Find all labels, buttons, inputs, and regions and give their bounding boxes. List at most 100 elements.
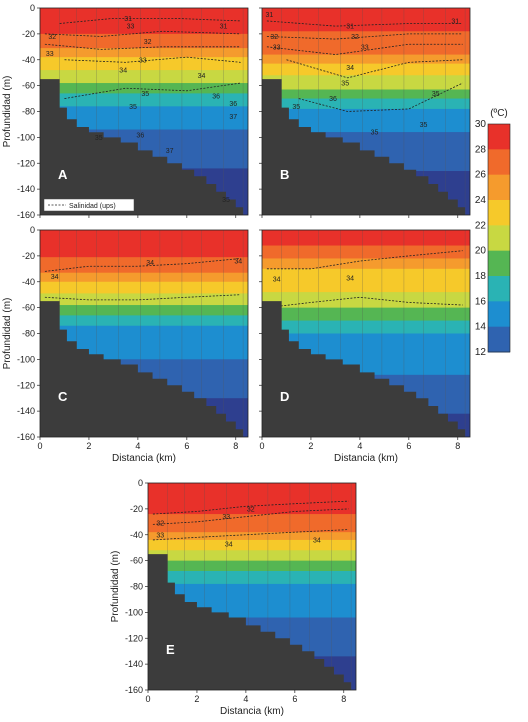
salinity-contour-32 <box>152 500 349 515</box>
x-tick-label: 6 <box>292 694 297 704</box>
colorbar-swatch <box>488 124 510 150</box>
contour-label: 32 <box>247 506 255 513</box>
salinity-contour-33 <box>44 43 241 50</box>
y-axis-label: Profundidad (m) <box>2 298 13 370</box>
y-tick-label: -40 <box>22 277 35 287</box>
contour-label: 35 <box>141 91 149 98</box>
colorbar-title: (ºC) <box>490 108 508 119</box>
contour-label: 34 <box>313 537 321 544</box>
salinity-contour-31 <box>59 17 241 24</box>
contour-label: 36 <box>212 93 220 100</box>
y-tick-label: -80 <box>22 107 35 117</box>
x-tick-label: 4 <box>243 694 248 704</box>
contour-label: 34 <box>225 541 233 548</box>
panel-body: 34 34 34 <box>40 230 248 437</box>
contour-label: 33 <box>139 57 147 64</box>
colorbar-tick-label: 22 <box>475 220 487 231</box>
colorbar-tick-label: 24 <box>475 195 487 206</box>
colorbar-tick-label: 14 <box>475 322 487 333</box>
colorbar-swatch <box>488 200 510 226</box>
salinity-contour-35 <box>298 82 463 112</box>
y-tick-label: -120 <box>125 633 143 643</box>
y-tick-label: -20 <box>22 29 35 39</box>
bathymetry <box>262 301 470 437</box>
salinity-contour-34 <box>44 258 241 272</box>
colorbar-tick-label: 12 <box>475 347 487 358</box>
contour-label: 33 <box>46 51 54 58</box>
colorbar-swatch <box>488 149 510 176</box>
colorbar-tick-label: 20 <box>475 246 487 257</box>
colorbar-swatch <box>488 250 510 277</box>
y-tick-label: -40 <box>22 55 35 65</box>
x-axis-label: Distancia (km) <box>334 453 398 464</box>
contour-label: 34 <box>346 275 354 282</box>
x-tick-label: 2 <box>86 441 91 451</box>
colorbar-swatch <box>488 174 510 201</box>
panel-letter: A <box>58 167 68 182</box>
colorbar-frame <box>487 123 511 353</box>
panel-body: 32 33 32 33 34 34 <box>148 483 356 690</box>
colorbar-swatch <box>488 326 510 353</box>
salinity-contour-35 <box>64 82 241 99</box>
y-tick-label: -40 <box>130 530 143 540</box>
y-axis-label: Profundidad (m) <box>2 76 13 148</box>
panel-letter: E <box>166 642 175 657</box>
panel-e: 32 33 32 33 34 34 0 -20 -40 -60 -80 -100 -120 -140 -16… <box>110 478 357 717</box>
salinity-contour-31 <box>266 20 463 27</box>
panel-letter: B <box>280 167 289 182</box>
x-tick-label: 2 <box>194 694 199 704</box>
contour-label: 33 <box>222 514 230 521</box>
contour-label: 35 <box>432 91 440 98</box>
bathymetry <box>148 554 356 690</box>
y-tick-label: -140 <box>17 406 35 416</box>
y-tick-label: -20 <box>22 251 35 261</box>
contour-label: 35 <box>371 130 379 137</box>
x-tick-label: 0 <box>259 441 264 451</box>
panel-letter: D <box>280 389 289 404</box>
contour-label: 32 <box>351 34 359 41</box>
salinity-contour-34 <box>286 59 463 79</box>
x-tick-label: 4 <box>135 441 140 451</box>
x-tick-label: 6 <box>406 441 411 451</box>
y-tick-label: 0 <box>138 478 143 488</box>
panel-letter: C <box>58 389 68 404</box>
panel-body: 34 34 <box>262 230 470 437</box>
bathymetry <box>40 79 248 215</box>
bathymetry <box>40 301 248 437</box>
contour-label: 32 <box>156 521 164 528</box>
contour-label: 34 <box>273 277 281 284</box>
colorbar-swatch <box>488 276 510 302</box>
contour-label: 34 <box>346 65 354 72</box>
contour-label: 36 <box>229 101 237 108</box>
contour-label: 31 <box>220 24 228 31</box>
colorbar-tick-label: 28 <box>475 144 487 155</box>
y-tick-label: -60 <box>130 556 143 566</box>
contour-label: 35 <box>292 104 300 111</box>
y-tick-label: -160 <box>125 685 143 695</box>
y-tick-label: -160 <box>17 432 35 442</box>
contour-label: 34 <box>146 260 154 267</box>
bathymetry <box>262 79 470 215</box>
colorbar-tick-label: 18 <box>475 271 487 282</box>
salinity-contour-33 <box>266 43 463 55</box>
salinity-contour-32 <box>44 30 241 37</box>
salinity-contour-34 <box>266 250 463 270</box>
contour-label: 31 <box>451 18 459 25</box>
colorbar-swatch <box>488 301 510 328</box>
x-axis-label: Distancia (km) <box>112 453 176 464</box>
contour-label: 37 <box>229 114 237 121</box>
contour-label: 35 <box>129 104 137 111</box>
contour-label: 35 <box>95 135 103 142</box>
y-tick-label: -120 <box>17 158 35 168</box>
y-tick-label: 0 <box>30 3 35 13</box>
y-tick-label: -20 <box>130 504 143 514</box>
legend-box <box>43 198 135 212</box>
contour-label: 33 <box>156 532 164 539</box>
y-tick-label: -100 <box>17 354 35 364</box>
contour-label: 34 <box>119 68 127 75</box>
panel-d: 34 34 0 2 4 6 8 Distancia (km) D <box>259 229 471 464</box>
